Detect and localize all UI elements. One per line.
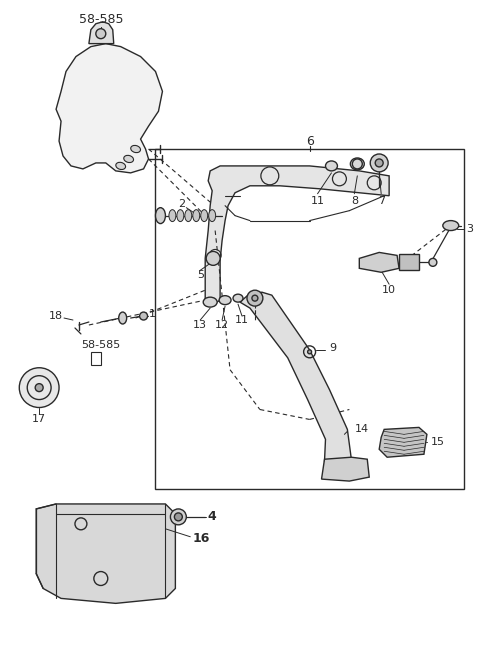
Text: 2: 2 — [178, 199, 185, 209]
Ellipse shape — [119, 312, 127, 324]
Polygon shape — [240, 292, 351, 479]
Text: 11: 11 — [235, 315, 249, 325]
Ellipse shape — [131, 146, 141, 153]
Text: 16: 16 — [192, 532, 210, 545]
Text: 58-585: 58-585 — [79, 14, 123, 27]
Text: 15: 15 — [431, 437, 445, 447]
Circle shape — [375, 159, 383, 167]
Bar — [399, 254, 419, 270]
Ellipse shape — [203, 297, 217, 307]
Text: 9: 9 — [329, 343, 336, 353]
Polygon shape — [322, 457, 369, 481]
Ellipse shape — [177, 210, 184, 221]
Ellipse shape — [350, 158, 364, 170]
Circle shape — [174, 513, 182, 521]
Ellipse shape — [116, 162, 126, 170]
Ellipse shape — [169, 210, 176, 221]
Polygon shape — [56, 43, 162, 173]
Ellipse shape — [185, 210, 192, 221]
Circle shape — [429, 258, 437, 267]
Circle shape — [308, 350, 312, 354]
Ellipse shape — [233, 294, 243, 302]
Circle shape — [370, 154, 388, 172]
Text: 1: 1 — [148, 309, 156, 319]
Text: 11: 11 — [311, 195, 324, 206]
Text: 13: 13 — [193, 320, 207, 330]
Ellipse shape — [209, 210, 216, 221]
Bar — [156, 149, 464, 489]
Text: 7: 7 — [378, 195, 385, 206]
Polygon shape — [36, 504, 175, 604]
Circle shape — [19, 367, 59, 408]
Polygon shape — [89, 22, 114, 43]
Text: 10: 10 — [382, 285, 396, 295]
Text: 8: 8 — [351, 195, 358, 206]
Circle shape — [96, 28, 106, 39]
Circle shape — [247, 291, 263, 306]
Text: 18: 18 — [49, 311, 63, 321]
Text: 14: 14 — [354, 424, 369, 434]
Text: 58-585: 58-585 — [81, 340, 120, 350]
Ellipse shape — [443, 221, 459, 230]
Polygon shape — [379, 428, 427, 457]
Text: 5: 5 — [197, 270, 204, 280]
Text: 3: 3 — [467, 224, 474, 234]
Circle shape — [140, 312, 147, 320]
Polygon shape — [205, 166, 389, 305]
Circle shape — [252, 295, 258, 301]
Ellipse shape — [219, 296, 231, 305]
Circle shape — [206, 252, 220, 265]
Ellipse shape — [156, 208, 166, 224]
Ellipse shape — [201, 210, 208, 221]
Circle shape — [170, 509, 186, 525]
Text: 6: 6 — [306, 135, 313, 148]
Polygon shape — [360, 252, 399, 272]
Ellipse shape — [193, 210, 200, 221]
Circle shape — [35, 384, 43, 391]
Text: 17: 17 — [32, 415, 46, 424]
Ellipse shape — [124, 155, 133, 162]
Text: 12: 12 — [215, 320, 229, 330]
Ellipse shape — [325, 161, 337, 171]
Text: 4: 4 — [207, 510, 216, 523]
